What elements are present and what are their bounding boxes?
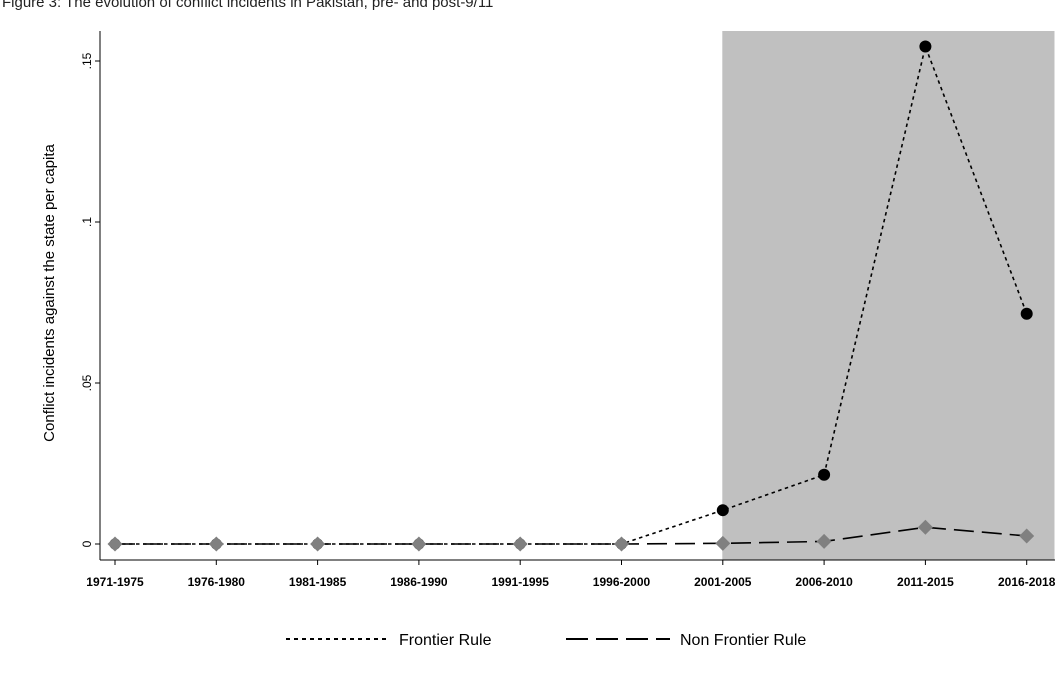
point-non-frontier-rule-1991-1995 [512, 536, 528, 552]
point-non-frontier-rule-2001-2005 [715, 535, 731, 551]
shaded-region [722, 31, 1055, 560]
point-frontier-rule-2001-2005 [716, 504, 729, 517]
y-tick-label-15: .15 [80, 52, 94, 69]
legend: Frontier Rule Non Frontier Rule [286, 632, 806, 649]
x-tick-label-2011-2015: 2011-2015 [897, 575, 954, 589]
point-non-frontier-rule-1996-2000 [614, 536, 629, 552]
y-tick-label-05: .05 [80, 374, 94, 391]
point-non-frontier-rule-2011-2015 [917, 519, 933, 535]
point-non-frontier-rule-1976-1980 [208, 536, 224, 552]
point-frontier-rule-2011-2015 [919, 40, 932, 53]
x-tick-label-1991-1995: 1991-1995 [492, 575, 550, 589]
point-non-frontier-rule-1971-1975 [107, 536, 123, 552]
x-tick-label-1981-1985: 1981-1985 [289, 575, 347, 589]
point-frontier-rule-2016-2018 [1020, 307, 1033, 320]
x-tick-label-1996-2000: 1996-2000 [593, 575, 651, 589]
y-tick-label-0: 0 [80, 540, 94, 547]
point-non-frontier-rule-1986-1990 [411, 536, 427, 552]
point-non-frontier-rule-1981-1985 [310, 536, 326, 552]
y-tick-label-1: .1 [80, 217, 94, 227]
y-axis-title: Conflict incidents against the state per… [41, 144, 58, 442]
point-non-frontier-rule-2006-2010 [816, 533, 832, 549]
x-tick-label-2001-2005: 2001-2005 [694, 575, 752, 589]
legend-label-frontier-rule: Frontier Rule [399, 632, 492, 649]
x-tick-label-1971-1975: 1971-1975 [86, 575, 144, 589]
x-tick-label-1976-1980: 1976-1980 [188, 575, 246, 589]
point-frontier-rule-2006-2010 [818, 468, 831, 481]
figure-caption: Figure 3: The evolution of conflict inci… [2, 0, 494, 11]
series-markers [107, 40, 1035, 552]
axes: 0 .05 .1 .15 1971-1975 1976-1980 1981-1985 1986… [80, 31, 1055, 589]
x-tick-label-1986-1990: 1986-1990 [390, 575, 448, 589]
x-tick-label-2006-2010: 2006-2010 [795, 575, 853, 589]
post-911-shaded-region [722, 31, 1055, 560]
series-lines [115, 43, 1028, 545]
series-line-frontier-rule [115, 43, 1028, 545]
legend-label-non-frontier-rule: Non Frontier Rule [680, 632, 806, 649]
x-tick-label-2016-2018: 2016-2018 [998, 575, 1055, 589]
point-non-frontier-rule-2016-2018 [1019, 528, 1035, 544]
